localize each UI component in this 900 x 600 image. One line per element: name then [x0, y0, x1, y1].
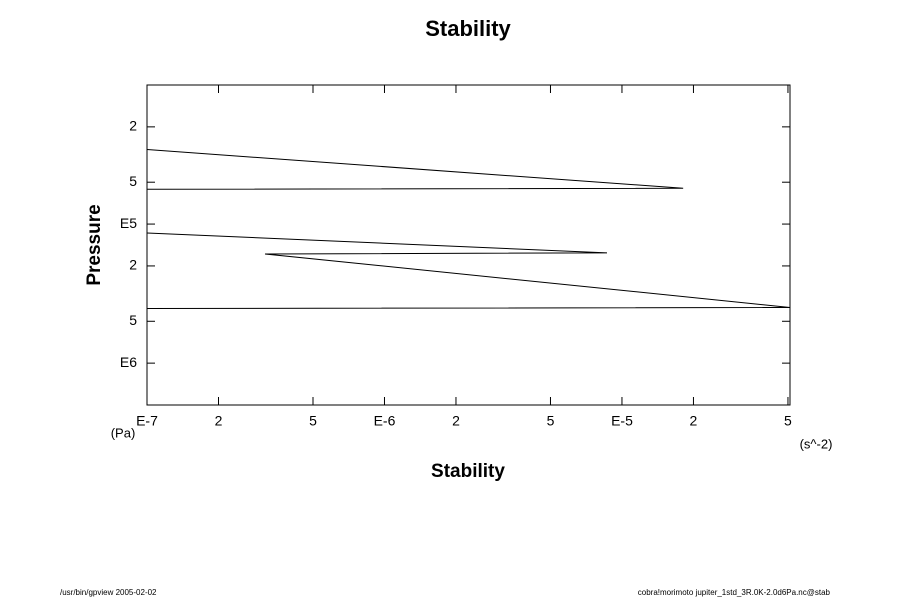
line — [147, 149, 790, 310]
x-tick-label: 5 — [784, 413, 792, 429]
x-unit: (s^-2) — [800, 436, 833, 451]
y-tick-label: 5 — [129, 173, 137, 189]
chart-title: Stability — [425, 16, 511, 41]
x-tick-label: E-6 — [374, 413, 396, 429]
y-axis-label: Pressure — [84, 204, 105, 285]
x-axis-label: Stability — [431, 461, 505, 482]
y-tick-label: 5 — [129, 312, 137, 328]
plot-frame — [146, 84, 791, 406]
x-tick-label: 2 — [690, 413, 698, 429]
y-tick-label: E5 — [120, 215, 137, 231]
footer-left: /usr/bin/gpview 2005-02-02 — [60, 588, 157, 597]
y-tick-label: 2 — [129, 257, 137, 273]
y-unit: (Pa) — [111, 425, 136, 440]
y-tick-label: E6 — [120, 354, 137, 370]
y-tick-label: 2 — [129, 118, 137, 134]
x-tick-label: 5 — [309, 413, 317, 429]
x-tick-label: 5 — [547, 413, 555, 429]
footer-right: cobra!morimoto jupiter_1std_3R.0K-2.0d6P… — [638, 588, 831, 597]
x-tick-label: 2 — [215, 413, 223, 429]
x-tick-label: 2 — [452, 413, 460, 429]
x-tick-label: E-7 — [136, 413, 158, 429]
x-tick-label: E-5 — [611, 413, 633, 429]
